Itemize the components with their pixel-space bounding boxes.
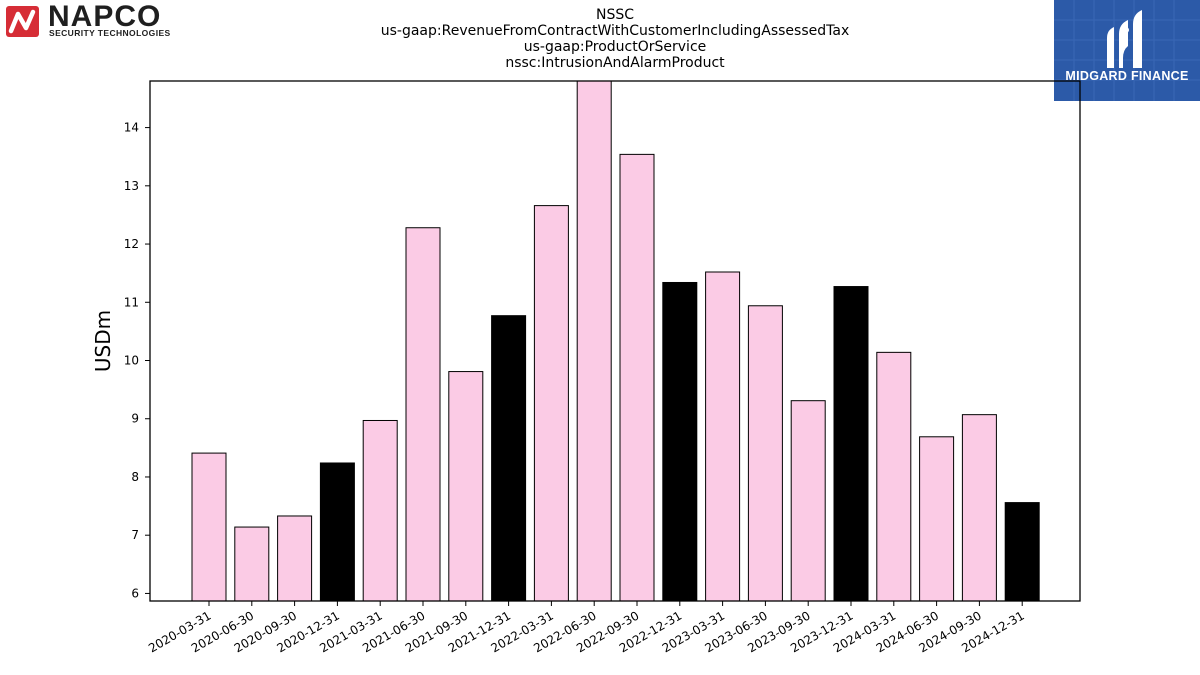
napco-mark-icon bbox=[6, 6, 39, 37]
y-tick-label-7: 7 bbox=[131, 528, 139, 542]
plot-frame bbox=[149, 80, 1081, 602]
chart-title: NSSC us-gaap:RevenueFromContractWithCust… bbox=[300, 7, 930, 71]
title-line-1: NSSC bbox=[595, 7, 635, 23]
y-tick-label-8: 8 bbox=[131, 470, 139, 484]
y-axis-label: USDm bbox=[91, 310, 115, 372]
napco-logo: NAPCO SECURITY TECHNOLOGIES bbox=[4, 0, 210, 40]
y-tick-label-11: 11 bbox=[124, 295, 139, 309]
y-tick-label-6: 6 bbox=[131, 586, 139, 600]
napco-tagline: SECURITY TECHNOLOGIES bbox=[49, 28, 171, 38]
midgard-finance-logo: MIDGARD FINANCE bbox=[1054, 0, 1200, 101]
bar-2023-12-31 bbox=[833, 286, 869, 601]
title-line-2: us-gaap:RevenueFromContractWithCustomerI… bbox=[380, 23, 850, 39]
bar-2022-03-31 bbox=[533, 205, 569, 601]
midgard-wordmark: MIDGARD FINANCE bbox=[1065, 69, 1189, 83]
bar-2021-09-30 bbox=[448, 371, 484, 601]
y-tick-label-10: 10 bbox=[124, 354, 139, 368]
bar-2023-09-30 bbox=[790, 400, 826, 601]
bar-2024-06-30 bbox=[919, 436, 955, 601]
bar-2022-09-30 bbox=[619, 153, 655, 601]
bar-2022-06-30 bbox=[576, 81, 612, 601]
bar-2024-09-30 bbox=[961, 414, 997, 601]
bar-2023-06-30 bbox=[747, 305, 783, 601]
bar-2020-12-31 bbox=[319, 462, 355, 601]
y-tick-label-12: 12 bbox=[124, 237, 139, 251]
title-line-4: nssc:IntrusionAndAlarmProduct bbox=[505, 55, 725, 71]
bar-2020-06-30 bbox=[234, 526, 270, 601]
y-tick-label-9: 9 bbox=[131, 412, 139, 426]
bar-2021-06-30 bbox=[405, 227, 441, 601]
bar-2023-03-31 bbox=[705, 271, 741, 601]
title-line-3: us-gaap:ProductOrService bbox=[523, 39, 707, 55]
y-tick-label-14: 14 bbox=[124, 121, 139, 135]
bar-2021-12-31 bbox=[491, 315, 527, 601]
bar-2024-03-31 bbox=[876, 351, 912, 601]
bar-2021-03-31 bbox=[362, 419, 398, 601]
bar-2022-12-31 bbox=[662, 281, 698, 601]
midgard-mark-icon bbox=[1104, 10, 1150, 72]
bar-2020-03-31 bbox=[191, 452, 227, 601]
y-tick-label-13: 13 bbox=[124, 179, 139, 193]
napco-wordmark: NAPCO bbox=[48, 0, 162, 33]
bar-2024-12-31 bbox=[1004, 502, 1040, 601]
bar-2020-09-30 bbox=[277, 515, 313, 601]
